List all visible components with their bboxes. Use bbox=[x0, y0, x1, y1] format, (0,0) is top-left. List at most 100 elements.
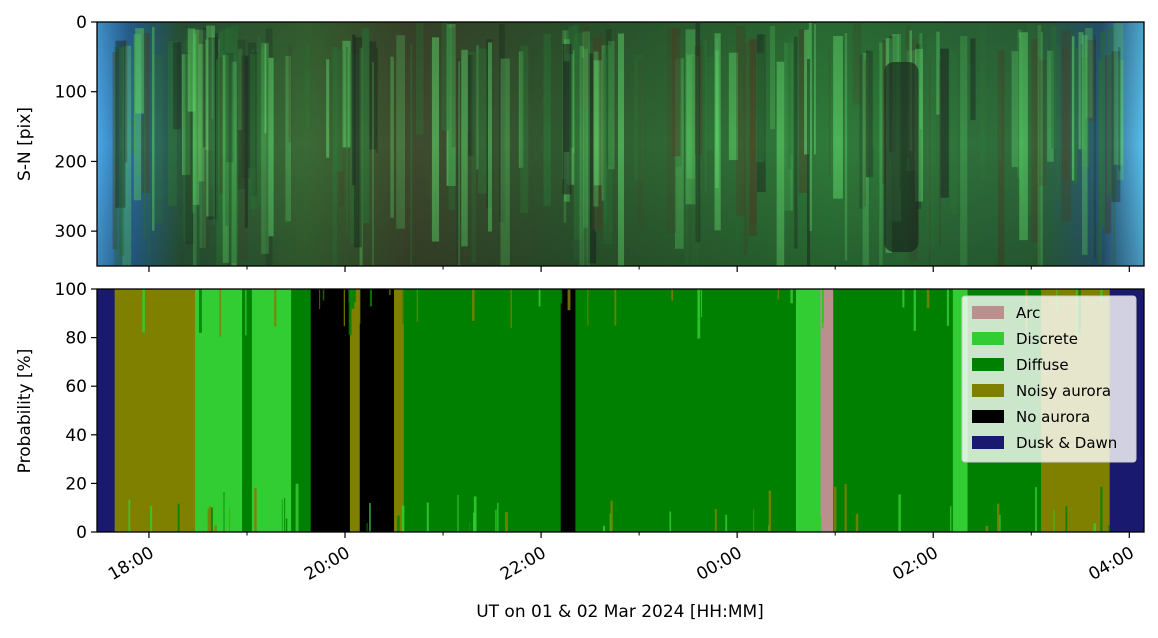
probability-spike bbox=[409, 519, 412, 532]
probability-spike bbox=[820, 514, 822, 532]
legend-swatch bbox=[972, 410, 1004, 423]
probability-spike bbox=[1053, 510, 1055, 532]
probability-spike bbox=[294, 289, 298, 309]
keogram-y-ticks: 0 100 200 300 bbox=[55, 13, 97, 242]
legend-label: Noisy aurora bbox=[1016, 382, 1111, 400]
probability-spike bbox=[959, 289, 963, 321]
probability-spike bbox=[821, 289, 825, 329]
probability-spike bbox=[529, 489, 531, 532]
probability-areas bbox=[97, 289, 1144, 532]
probability-spike bbox=[926, 289, 930, 309]
probability-y-tick-label: 80 bbox=[65, 329, 87, 349]
probability-spike bbox=[913, 289, 916, 331]
keogram-y-label: S-N [pix] bbox=[15, 107, 35, 181]
legend-swatch bbox=[972, 332, 1004, 345]
keogram-frame bbox=[96, 21, 1145, 267]
probability-spike bbox=[753, 509, 755, 532]
probability-spike bbox=[610, 500, 613, 532]
probability-spike bbox=[254, 487, 257, 532]
probability-spike bbox=[177, 503, 180, 532]
probability-spike bbox=[790, 289, 793, 304]
probability-spike bbox=[995, 515, 998, 532]
probability-spike bbox=[203, 517, 205, 532]
probability-spike bbox=[208, 506, 212, 532]
probability-spike bbox=[279, 489, 283, 532]
probability-segment bbox=[506, 289, 542, 532]
keogram-y-tick-label: 0 bbox=[76, 13, 87, 33]
probability-spike bbox=[469, 482, 472, 532]
probability-segment bbox=[795, 289, 821, 532]
probability-spike bbox=[389, 289, 391, 296]
probability-spike bbox=[704, 497, 706, 532]
probability-spike bbox=[535, 499, 538, 532]
probability-segment bbox=[291, 289, 312, 532]
probability-spike bbox=[457, 495, 459, 532]
probability-spike bbox=[669, 511, 672, 532]
probability-spike bbox=[1031, 517, 1034, 532]
probability-spike bbox=[508, 289, 511, 331]
x-tick-label: 00:00 bbox=[693, 543, 745, 585]
probability-spike bbox=[855, 513, 859, 532]
probability-y-tick-label: 60 bbox=[65, 377, 87, 397]
probability-spike bbox=[1059, 486, 1062, 532]
probability-spike bbox=[142, 289, 145, 333]
probability-segment bbox=[359, 289, 395, 532]
probability-spike bbox=[319, 289, 321, 310]
probability-spike bbox=[701, 289, 703, 318]
probability-spike bbox=[274, 289, 277, 327]
probability-spike bbox=[899, 289, 902, 301]
x-tick-label: 04:00 bbox=[1085, 543, 1137, 585]
probability-spike bbox=[1100, 486, 1103, 532]
probability-spike bbox=[343, 289, 345, 327]
legend-swatch bbox=[972, 306, 1004, 319]
keogram-shading bbox=[97, 22, 1144, 266]
probability-segment bbox=[403, 289, 508, 532]
legend-label: No aurora bbox=[1016, 408, 1090, 426]
probability-spike bbox=[567, 289, 571, 311]
probability-spike bbox=[351, 289, 355, 309]
probability-spike bbox=[1108, 524, 1110, 532]
probability-spike bbox=[322, 289, 325, 301]
probability-spike bbox=[768, 490, 772, 532]
legend-label: Diffuse bbox=[1016, 356, 1069, 374]
probability-segment bbox=[242, 289, 253, 532]
probability-spike bbox=[369, 289, 373, 307]
probability-spike bbox=[229, 507, 231, 532]
probability-spike bbox=[353, 289, 356, 303]
legend-items: Arc Discrete Diffuse Noisy aurora No aurora D… bbox=[972, 304, 1117, 452]
keogram-y-tick-label: 200 bbox=[55, 152, 87, 172]
probability-spike bbox=[629, 508, 632, 532]
probability-spike bbox=[199, 289, 202, 333]
probability-spike bbox=[285, 518, 288, 532]
probability-spike bbox=[397, 515, 400, 532]
probability-spike bbox=[985, 525, 989, 532]
probability-spike bbox=[996, 503, 1000, 532]
legend-swatch bbox=[972, 436, 1004, 449]
probability-spike bbox=[401, 505, 405, 532]
probability-spike bbox=[181, 289, 184, 316]
probability-segment bbox=[114, 289, 196, 532]
probability-y-label: Probability [%] bbox=[15, 349, 35, 474]
probability-spike bbox=[898, 494, 901, 532]
probability-spike bbox=[366, 523, 368, 532]
probability-y-tick-label: 0 bbox=[76, 523, 87, 543]
probability-segment bbox=[97, 289, 116, 532]
probability-spike bbox=[655, 505, 657, 532]
probability-spike bbox=[223, 491, 225, 532]
probability-y-ticks: 0 20 40 60 80 100 bbox=[55, 280, 97, 543]
probability-spike bbox=[697, 289, 701, 339]
keogram-y-tick-label: 100 bbox=[55, 83, 87, 103]
probability-spike bbox=[872, 510, 876, 532]
probability-spike bbox=[1088, 521, 1092, 532]
probability-panel: 0 20 40 60 80 100 18:00 20:00 22:00 00:00 02:00 04… bbox=[15, 280, 1145, 622]
probability-spike bbox=[587, 289, 589, 326]
probability-spike bbox=[253, 289, 257, 322]
probability-spike bbox=[427, 289, 430, 298]
probability-spike bbox=[247, 289, 249, 334]
probability-spike bbox=[1093, 523, 1097, 532]
probability-spike bbox=[671, 289, 674, 301]
probability-spike bbox=[210, 507, 213, 532]
x-axis-label: UT on 01 & 02 Mar 2024 [HH:MM] bbox=[476, 602, 764, 622]
probability-spike bbox=[576, 289, 579, 300]
